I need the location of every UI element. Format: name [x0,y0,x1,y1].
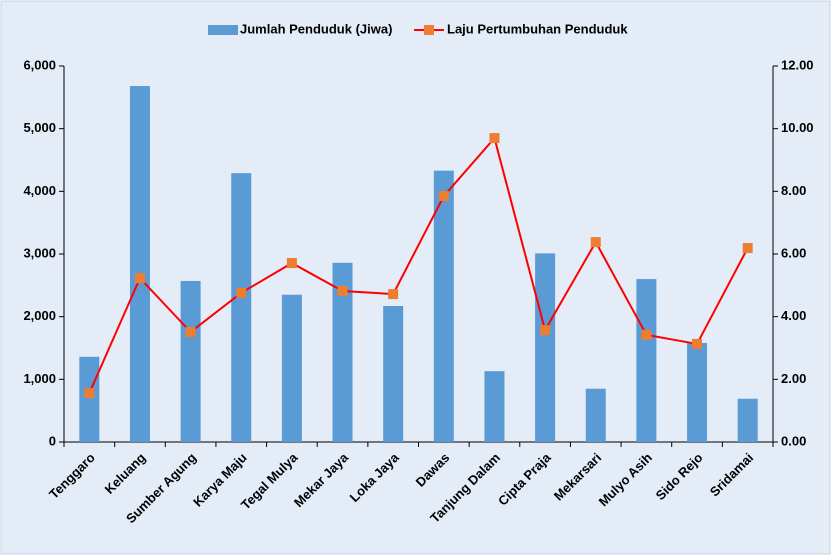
y2-tick-label: 10.00 [781,120,814,135]
legend-swatch [424,25,434,35]
marker [540,325,551,336]
y-tick-label: 2,000 [23,308,56,323]
marker [692,338,703,349]
marker [438,191,449,202]
y-tick-label: 1,000 [23,371,56,386]
marker [742,243,753,254]
bar [129,86,150,442]
y2-tick-label: 6.00 [781,245,806,260]
bar [585,388,606,442]
marker [388,289,399,300]
bar [484,371,505,442]
marker [590,237,601,248]
marker [489,133,500,144]
bar [687,342,708,442]
marker [337,285,348,296]
legend-swatch [208,25,238,35]
y2-tick-label: 8.00 [781,183,806,198]
bar [433,170,454,443]
y2-tick-label: 4.00 [781,308,806,323]
legend-label: Laju Pertumbuhan Penduduk [447,21,628,36]
marker [236,287,247,298]
bar [636,279,657,442]
marker [286,258,297,269]
y-tick-label: 3,000 [23,245,56,260]
marker [641,329,652,340]
bar [281,294,302,442]
legend-label: Jumlah Penduduk (Jiwa) [240,21,392,36]
y2-tick-label: 12.00 [781,57,814,72]
marker [134,273,145,284]
y2-tick-label: 2.00 [781,371,806,386]
bar [79,356,100,442]
line [88,135,749,394]
marker [84,388,95,399]
y-tick-label: 0 [49,433,56,448]
bar [332,262,353,442]
marker [185,327,196,338]
bar [180,280,201,442]
y-tick-label: 5,000 [23,120,56,135]
y-tick-label: 4,000 [23,183,56,198]
y2-tick-label: 0.00 [781,433,806,448]
bar [231,173,252,442]
bar [737,398,758,442]
y-tick-label: 6,000 [23,57,56,72]
bar [535,253,556,442]
bar [383,306,404,442]
